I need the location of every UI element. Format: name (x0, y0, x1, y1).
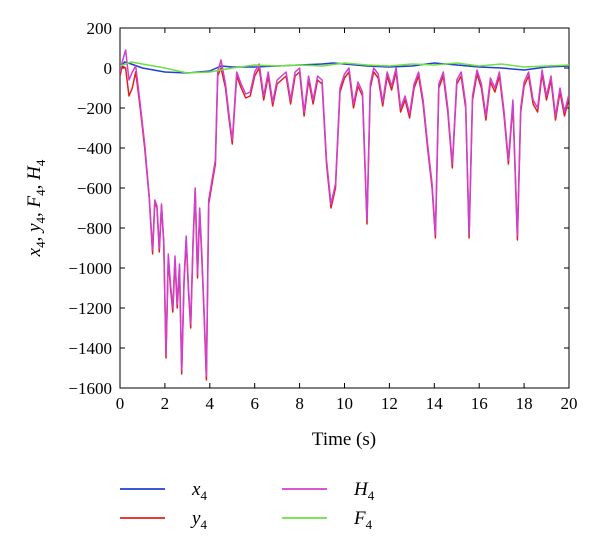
x-axis-title: Time (s) (312, 429, 376, 450)
series-line-y4 (120, 66, 569, 380)
y-tick-label: 200 (87, 19, 113, 38)
series-layer (120, 50, 569, 380)
x-tick-label: 0 (116, 394, 125, 413)
axis-ticks: 0 2 4 6 8 10 12 14 16 18 20 200 0 −200 −400 −600 −800 −10… (68, 19, 577, 413)
x-tick-label: 6 (250, 394, 259, 413)
y-tick-label: 0 (104, 59, 113, 78)
x-tick-label: 14 (426, 394, 444, 413)
x-tick-label: 2 (161, 394, 170, 413)
y-tick-label: −400 (77, 139, 112, 158)
x-tick-label: 16 (471, 394, 488, 413)
x-tick-label: 4 (206, 394, 215, 413)
x-tick-label: 12 (381, 394, 398, 413)
legend: x4 H4 y4 F4 (120, 479, 375, 532)
legend-label-F4: F4 (353, 508, 373, 532)
y-tick-label: −1200 (68, 299, 112, 318)
y-tick-label: −1400 (68, 339, 112, 358)
y-tick-label: −200 (77, 99, 112, 118)
y-tick-label: −800 (77, 219, 112, 238)
legend-label-y4: y4 (190, 508, 207, 532)
y-axis-title: x4, y4, F4, H4 (24, 159, 48, 257)
y-tick-label: −600 (77, 179, 112, 198)
x-tick-label: 18 (516, 394, 533, 413)
x-tick-label: 10 (336, 394, 353, 413)
legend-label-x4: x4 (191, 479, 207, 503)
legend-label-H4: H4 (353, 479, 375, 503)
x-tick-label: 20 (561, 394, 578, 413)
x-tick-label: 8 (295, 394, 304, 413)
y-tick-label: −1000 (68, 259, 112, 278)
y-tick-label: −1600 (68, 379, 112, 398)
plot-frame (120, 28, 569, 388)
